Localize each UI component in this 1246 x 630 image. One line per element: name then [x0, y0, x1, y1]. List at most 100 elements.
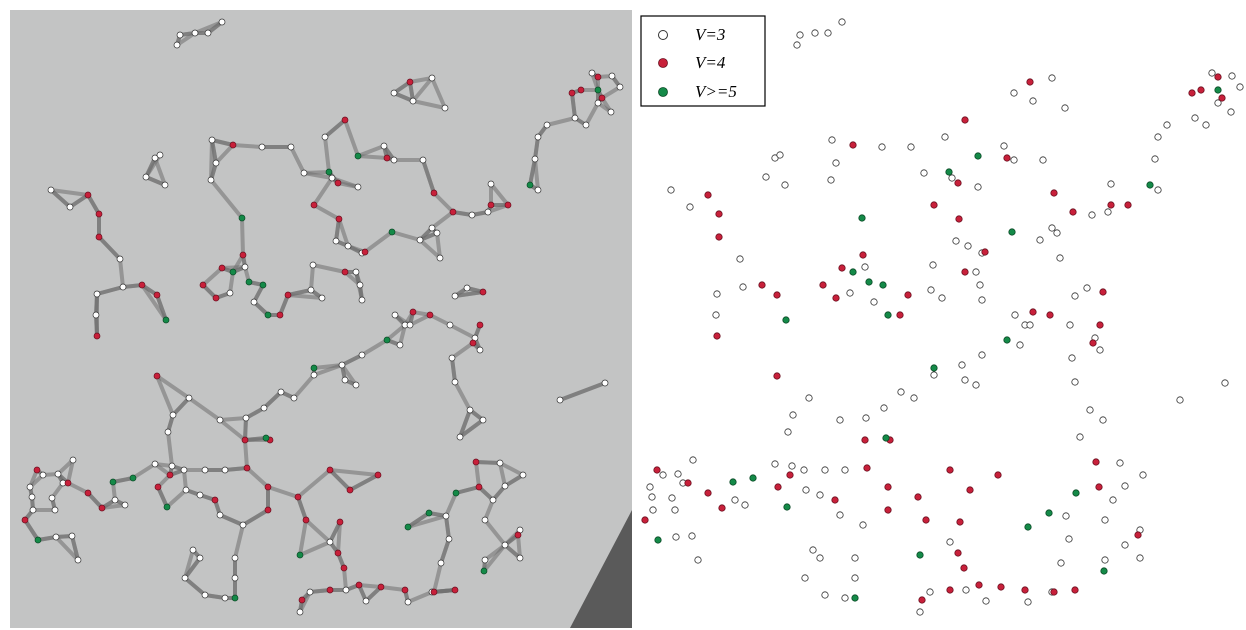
vertex: [40, 472, 46, 478]
vertex: [222, 595, 228, 601]
vertex: [242, 264, 248, 270]
vertex: [259, 144, 265, 150]
vertex: [311, 372, 317, 378]
vertex: [139, 282, 145, 288]
vertex: [942, 134, 948, 140]
vertex: [277, 312, 283, 318]
vertex: [1122, 483, 1128, 489]
vertex: [962, 377, 968, 383]
vertex: [1090, 340, 1096, 346]
vertex: [205, 30, 211, 36]
vertex: [381, 143, 387, 149]
vertex: [672, 507, 678, 513]
vertex: [1037, 237, 1043, 243]
vertex: [219, 265, 225, 271]
vertex: [227, 290, 233, 296]
vertex: [335, 180, 341, 186]
vertex: [375, 472, 381, 478]
vertex: [655, 537, 661, 543]
vertex: [860, 252, 866, 258]
vertex: [967, 487, 973, 493]
vertex: [650, 507, 656, 513]
vertex: [839, 19, 845, 25]
vertex: [420, 157, 426, 163]
vertex: [437, 255, 443, 261]
vertex: [669, 495, 675, 501]
vertex: [177, 32, 183, 38]
vertex: [953, 238, 959, 244]
vertex: [244, 465, 250, 471]
vertex: [181, 467, 187, 473]
vertex: [464, 285, 470, 291]
vertex: [789, 463, 795, 469]
vertex: [52, 507, 58, 513]
vertex: [469, 212, 475, 218]
vertex: [482, 557, 488, 563]
vertex: [939, 295, 945, 301]
vertex: [93, 312, 99, 318]
vertex: [1105, 209, 1111, 215]
vertex: [85, 490, 91, 496]
vertex: [833, 295, 839, 301]
vertex: [443, 513, 449, 519]
vertex: [481, 568, 487, 574]
filament: [233, 145, 262, 147]
vertex: [1030, 309, 1036, 315]
vertex: [69, 533, 75, 539]
vertex: [1066, 536, 1072, 542]
vertex: [979, 297, 985, 303]
vertex: [862, 437, 868, 443]
vertex: [825, 30, 831, 36]
vertex: [732, 497, 738, 503]
vertex: [810, 547, 816, 553]
vertex: [239, 215, 245, 221]
vertex: [1222, 380, 1228, 386]
vertex: [1077, 434, 1083, 440]
vertex: [1152, 156, 1158, 162]
vertex: [1198, 87, 1204, 93]
vertex: [763, 174, 769, 180]
vertex: [1057, 255, 1063, 261]
filament: [220, 418, 246, 420]
vertex: [871, 299, 877, 305]
vertex: [442, 105, 448, 111]
vertex: [303, 517, 309, 523]
vertex: [908, 144, 914, 150]
vertex: [1051, 589, 1057, 595]
vertex: [740, 284, 746, 290]
vertex: [962, 269, 968, 275]
vertex: [520, 472, 526, 478]
vertex: [143, 174, 149, 180]
vertex: [602, 380, 608, 386]
vertex: [885, 484, 891, 490]
vertex: [307, 589, 313, 595]
vertex: [1101, 568, 1107, 574]
vertex: [265, 312, 271, 318]
vertex: [213, 295, 219, 301]
vertex: [85, 192, 91, 198]
vertex: [817, 492, 823, 498]
vertex: [852, 555, 858, 561]
vertex: [447, 322, 453, 328]
vertex: [1155, 187, 1161, 193]
vertex: [265, 507, 271, 513]
vertex: [446, 536, 452, 542]
vertex: [417, 237, 423, 243]
micrograph: [10, 10, 632, 628]
vertex: [730, 479, 736, 485]
vertex: [957, 519, 963, 525]
vertex: [714, 291, 720, 297]
vertex: [842, 595, 848, 601]
vertex: [96, 234, 102, 240]
vertex: [232, 555, 238, 561]
vertex: [517, 555, 523, 561]
vertex: [48, 187, 54, 193]
vertex: [345, 243, 351, 249]
vertex: [1215, 87, 1221, 93]
vertex: [931, 365, 937, 371]
vertex: [438, 560, 444, 566]
vertex: [695, 557, 701, 563]
vertex: [956, 216, 962, 222]
vertex: [480, 289, 486, 295]
vertex: [410, 98, 416, 104]
